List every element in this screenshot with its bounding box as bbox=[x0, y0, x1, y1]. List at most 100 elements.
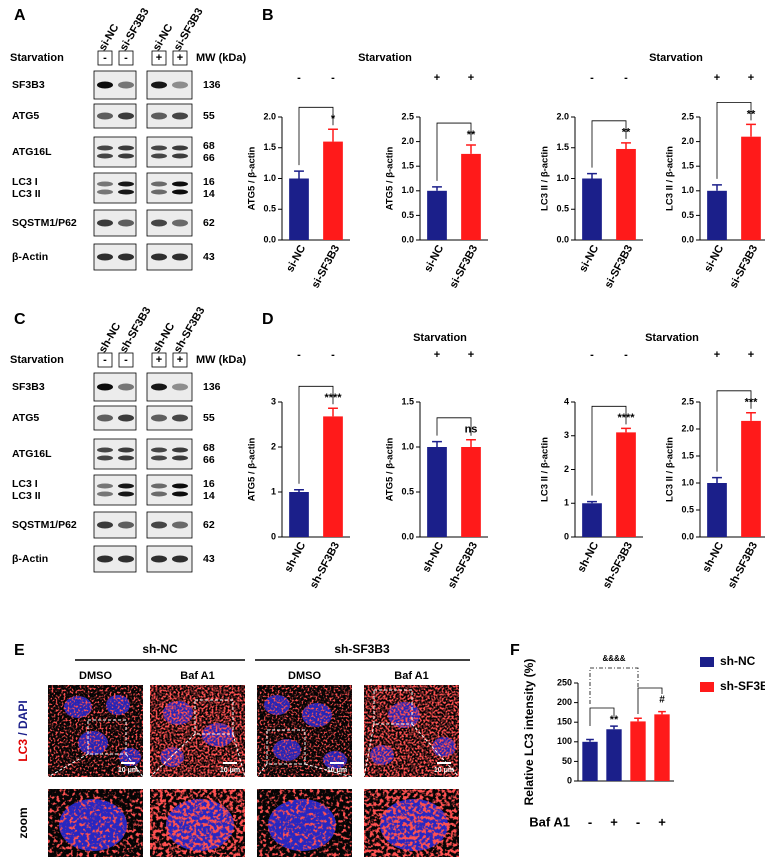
lc3-signal bbox=[48, 685, 143, 777]
error-bar bbox=[712, 184, 722, 191]
mw-value: 14 bbox=[203, 490, 215, 502]
blot-frame bbox=[146, 172, 193, 204]
y-axis-label: LC3 II / β-actin bbox=[665, 146, 676, 211]
y-tick-label: 250 bbox=[557, 677, 572, 687]
scale-bar-label: 10 μm bbox=[327, 767, 347, 774]
protein-name: β-Actin bbox=[12, 251, 48, 263]
lc3-signal bbox=[364, 789, 459, 857]
blot-band bbox=[151, 447, 167, 453]
blot-band bbox=[172, 555, 188, 563]
column-label: Baf A1 bbox=[394, 670, 428, 682]
protein-name: ATG16L bbox=[12, 146, 52, 158]
error-bar bbox=[587, 500, 597, 504]
treatment-sign: - bbox=[590, 349, 594, 361]
bar bbox=[461, 447, 481, 537]
y-axis-label: LC3 II / β-actin bbox=[540, 146, 551, 211]
blot-band bbox=[151, 253, 167, 261]
x-tick-label: si-SF3B3 bbox=[448, 243, 481, 290]
y-tick-label: 1.0 bbox=[681, 185, 694, 195]
y-tick-label: 2.0 bbox=[681, 136, 694, 146]
x-tick-label: sh-NC bbox=[420, 540, 446, 574]
y-tick-label: 100 bbox=[557, 736, 572, 746]
mw-value: 62 bbox=[203, 217, 215, 229]
sign-box bbox=[172, 50, 188, 66]
blot-band bbox=[151, 145, 167, 151]
y-tick-label: 1.0 bbox=[263, 173, 276, 183]
protein-name: LC3 II bbox=[12, 490, 41, 502]
blot-band bbox=[97, 483, 113, 489]
treatment-sign: + bbox=[748, 349, 754, 361]
blot-band bbox=[172, 521, 188, 529]
bar bbox=[616, 148, 636, 240]
x-tick-label: sh-SF3B3 bbox=[726, 540, 760, 590]
significance-bracket bbox=[591, 405, 627, 496]
blot-band bbox=[151, 81, 167, 89]
x-tick-label: si-NC bbox=[577, 243, 601, 274]
blot-band bbox=[118, 189, 134, 195]
legend-swatch bbox=[700, 657, 714, 667]
row-label: zoom bbox=[16, 807, 30, 838]
blot-band bbox=[172, 219, 188, 227]
sign: + bbox=[156, 52, 162, 64]
significance-bracket bbox=[298, 106, 334, 166]
y-tick-label: 1.5 bbox=[681, 161, 694, 171]
significance: ** bbox=[747, 108, 756, 120]
y-tick-label: 3 bbox=[564, 430, 569, 440]
y-tick-label: 0.5 bbox=[401, 210, 414, 220]
mw-value: 55 bbox=[203, 412, 215, 424]
blot-band bbox=[97, 219, 113, 227]
error-bar bbox=[621, 427, 631, 433]
bar bbox=[582, 741, 598, 781]
blot-band bbox=[172, 491, 188, 497]
significance: **** bbox=[324, 392, 342, 404]
blot-band bbox=[97, 521, 113, 529]
blot-band bbox=[151, 112, 167, 120]
lane-label: si-SF3B3 bbox=[118, 6, 152, 53]
significance-bracket bbox=[716, 101, 752, 179]
group-label: sh-SF3B3 bbox=[334, 642, 390, 656]
y-tick-label: 0.0 bbox=[681, 234, 694, 244]
blot-band bbox=[118, 81, 134, 89]
protein-name: SF3B3 bbox=[12, 79, 45, 91]
annotation: # bbox=[659, 695, 665, 706]
y-tick-label: 1.5 bbox=[401, 161, 414, 171]
blot-frame bbox=[93, 474, 137, 506]
annotation: &&&& bbox=[602, 654, 625, 663]
panel-letter: B bbox=[262, 7, 274, 24]
y-tick-label: 2.0 bbox=[556, 111, 569, 121]
mw-header: MW (kDa) bbox=[196, 52, 246, 64]
y-axis-label: ATG5 / β-actin bbox=[247, 146, 258, 210]
protein-name: LC3 I bbox=[12, 176, 38, 188]
blot-band bbox=[97, 555, 113, 563]
y-tick-label: 0 bbox=[564, 531, 569, 541]
bar bbox=[582, 178, 602, 240]
blot-band bbox=[118, 145, 134, 151]
blot-band bbox=[97, 383, 113, 391]
treatment-sign: + bbox=[748, 72, 754, 84]
blot-band bbox=[118, 555, 134, 563]
error-bar bbox=[712, 476, 722, 483]
bar bbox=[616, 432, 636, 537]
blot-band bbox=[118, 219, 134, 227]
error-bar bbox=[658, 710, 666, 715]
y-tick-label: 1.0 bbox=[401, 185, 414, 195]
y-tick-label: 2 bbox=[271, 441, 276, 451]
treatment-sign: + bbox=[434, 72, 440, 84]
y-tick-label: 0.0 bbox=[401, 531, 414, 541]
bar bbox=[630, 721, 646, 781]
significance-bracket bbox=[298, 385, 334, 484]
y-axis-label: LC3 II / β-actin bbox=[665, 437, 676, 502]
significance-bracket bbox=[716, 390, 752, 472]
legend-label: sh-SF3B3 bbox=[720, 679, 765, 693]
y-tick-label: 2 bbox=[564, 464, 569, 474]
x-tick-label: sh-SF3B3 bbox=[601, 540, 635, 590]
blot-band bbox=[151, 521, 167, 529]
x-tick-label: sh-NC bbox=[700, 540, 726, 574]
blot-band bbox=[97, 447, 113, 453]
treatment-sign: - bbox=[624, 72, 628, 84]
error-bar bbox=[621, 142, 631, 149]
scale-bar-label: 10 μm bbox=[220, 767, 240, 774]
blot-band bbox=[118, 181, 134, 187]
significance: **** bbox=[617, 412, 635, 424]
y-tick-label: 1 bbox=[271, 486, 276, 496]
